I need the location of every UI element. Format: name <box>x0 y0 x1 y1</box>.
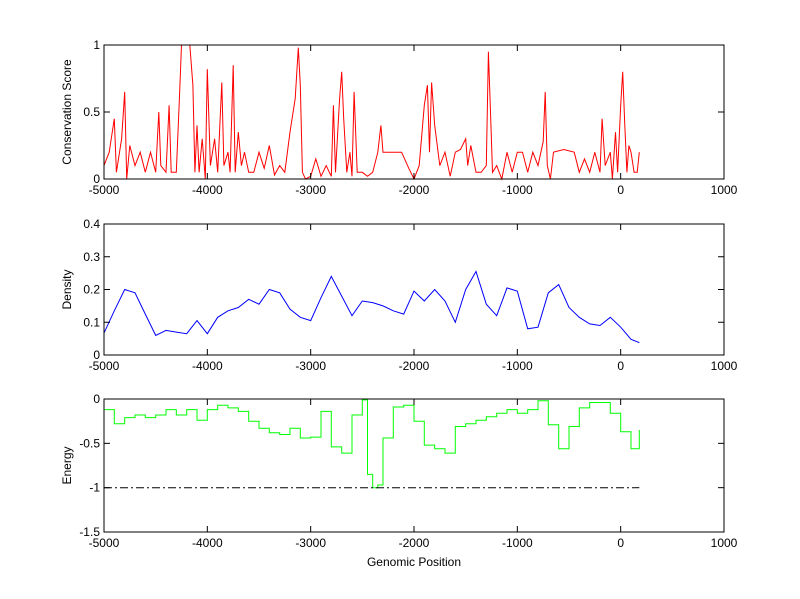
y-tick-label: 0.1 <box>83 315 100 329</box>
series-energy-line <box>104 399 640 489</box>
y-axis-label: Conservation Score <box>60 59 74 165</box>
series-density-line <box>103 270 640 344</box>
y-tick-label: -1.5 <box>79 525 100 539</box>
x-tick-label: -1000 <box>502 536 533 550</box>
x-tick-label: -1000 <box>502 183 533 197</box>
x-tick-label: 1000 <box>711 536 738 550</box>
subplot-3: -5000 -4000 -3000 -2000 -1000 0 1000 -1.5 -1 -0.5… <box>60 392 738 569</box>
x-tick-label: -5000 <box>89 183 120 197</box>
x-tick-label: -2000 <box>399 183 430 197</box>
x-tick-label: -2000 <box>399 536 430 550</box>
y-tick-label: 0.3 <box>83 250 100 264</box>
y-tick-label: 0.4 <box>83 217 100 231</box>
x-tick-label: -3000 <box>295 536 326 550</box>
y-tick-label: 0.2 <box>83 283 100 297</box>
x-tick-label: -2000 <box>399 359 430 373</box>
y-axis-label: Density <box>60 269 74 309</box>
x-tick-label: 0 <box>617 536 624 550</box>
x-tick-label: 0 <box>617 183 624 197</box>
axes-box <box>103 44 725 180</box>
y-tick-label: 0 <box>93 348 100 362</box>
x-tick-label: 1000 <box>711 183 738 197</box>
x-tick-label: -4000 <box>192 359 223 373</box>
y-tick-label: -1 <box>89 481 100 495</box>
y-tick-label: -0.5 <box>79 436 100 450</box>
subplot-1: -5000 -4000 -3000 -2000 -1000 0 1000 0 0.5 1 Conse… <box>60 38 738 197</box>
x-tick-label: -3000 <box>295 359 326 373</box>
x-tick-label: -4000 <box>192 536 223 550</box>
x-tick-label: -5000 <box>89 536 120 550</box>
x-tick-label: -5000 <box>89 359 120 373</box>
x-tick-label: -3000 <box>295 183 326 197</box>
y-tick-label: 0 <box>93 172 100 186</box>
y-axis-label: Energy <box>60 446 74 484</box>
series-conservation-line <box>103 44 640 181</box>
y-tick-label: 0.5 <box>83 105 100 119</box>
x-tick-label: 1000 <box>711 359 738 373</box>
x-tick-label: 0 <box>617 359 624 373</box>
x-tick-label: -1000 <box>502 359 533 373</box>
y-tick-label: 1 <box>93 38 100 52</box>
axes-box <box>103 223 725 356</box>
x-tick-label: -4000 <box>192 183 223 197</box>
x-axis-label: Genomic Position <box>367 555 461 569</box>
subplot-2: -5000 -4000 -3000 -2000 -1000 0 1000 0 0.1 0.2 0.3… <box>60 217 738 373</box>
y-tick-label: 0 <box>93 392 100 406</box>
